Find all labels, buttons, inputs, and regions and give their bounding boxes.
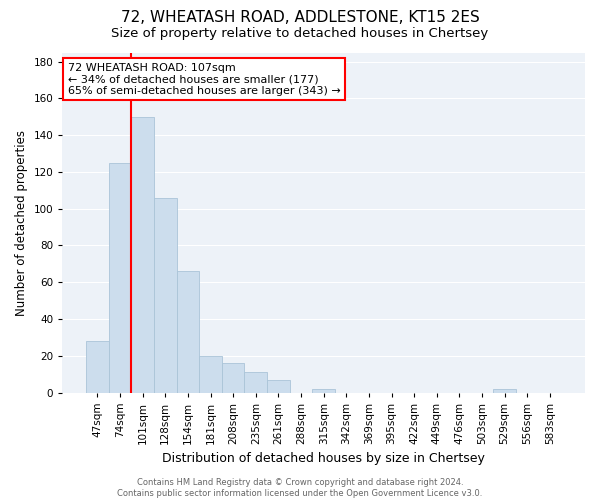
Bar: [86, 341, 109, 392]
Y-axis label: Number of detached properties: Number of detached properties: [15, 130, 28, 316]
Bar: [109, 163, 131, 392]
Bar: [131, 117, 154, 392]
Text: Size of property relative to detached houses in Chertsey: Size of property relative to detached ho…: [112, 28, 488, 40]
Text: Contains HM Land Registry data © Crown copyright and database right 2024.
Contai: Contains HM Land Registry data © Crown c…: [118, 478, 482, 498]
Bar: [154, 198, 176, 392]
Bar: [244, 372, 267, 392]
Bar: [176, 271, 199, 392]
Text: 72 WHEATASH ROAD: 107sqm
← 34% of detached houses are smaller (177)
65% of semi-: 72 WHEATASH ROAD: 107sqm ← 34% of detach…: [68, 62, 340, 96]
Bar: [222, 363, 244, 392]
Bar: [493, 389, 516, 392]
Bar: [199, 356, 222, 393]
Bar: [313, 389, 335, 392]
Bar: [267, 380, 290, 392]
X-axis label: Distribution of detached houses by size in Chertsey: Distribution of detached houses by size …: [162, 452, 485, 465]
Text: 72, WHEATASH ROAD, ADDLESTONE, KT15 2ES: 72, WHEATASH ROAD, ADDLESTONE, KT15 2ES: [121, 10, 479, 25]
